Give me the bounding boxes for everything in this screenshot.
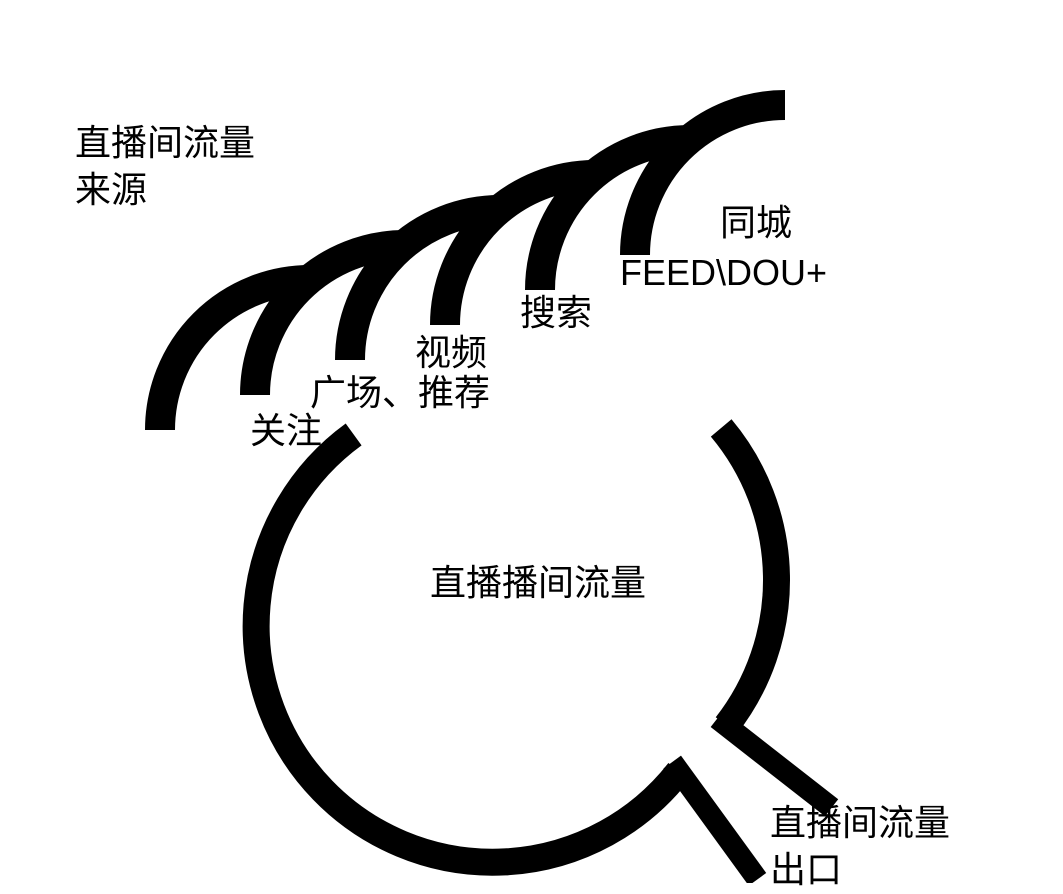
source-label-5: 同城 (720, 200, 792, 247)
spout-line-a (717, 719, 831, 808)
source-label-3: 搜索 (520, 290, 592, 337)
source-label-1: 广场、推荐 (310, 370, 490, 417)
title-label: 直播间流量 来源 (75, 120, 255, 214)
source-label-4: FEED\DOU+ (620, 250, 827, 297)
spout-line-b (672, 762, 757, 879)
source-label-2: 视频 (415, 330, 487, 377)
bowl-arc-left (256, 434, 679, 862)
bowl-center-label: 直播播间流量 (430, 560, 646, 607)
bowl-arc-right (721, 428, 776, 726)
outlet-label: 直播间流量 出口 (770, 800, 950, 894)
